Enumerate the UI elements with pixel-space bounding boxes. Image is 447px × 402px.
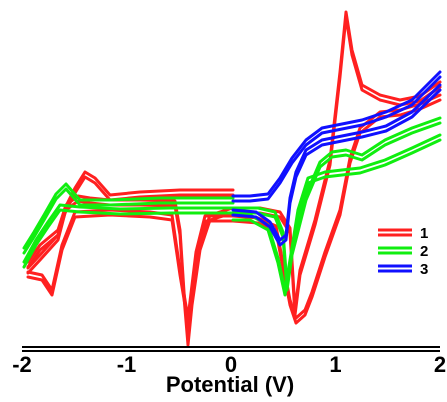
- x-tick-label: -1: [117, 352, 137, 377]
- legend-label-2: 2: [420, 243, 428, 260]
- series-3-line: [231, 70, 442, 198]
- series-1-line: [26, 213, 235, 325]
- series-1-line: [231, 15, 442, 317]
- series-2-line: [231, 138, 442, 297]
- series-3-line: [231, 83, 442, 242]
- plot-curves: [22, 10, 442, 347]
- legend-label-3: 3: [420, 261, 428, 278]
- series-2-line: [22, 187, 235, 255]
- x-axis: [22, 346, 440, 352]
- legend-label-1: 1: [420, 225, 428, 242]
- x-tick-label: 0: [225, 352, 237, 377]
- series-1-line: [26, 199, 235, 347]
- x-tick-label: 1: [329, 352, 341, 377]
- series-3-line: [231, 75, 442, 203]
- series-1-line: [26, 175, 235, 275]
- series-2-line: [231, 116, 442, 287]
- series-2-line: [22, 182, 235, 250]
- x-tick-labels: -2 -1 0 1 2: [12, 352, 446, 377]
- series-2-line: [22, 208, 235, 269]
- series-2-line: [231, 121, 442, 292]
- x-tick-label: -2: [12, 352, 32, 377]
- series-2-line: [22, 203, 235, 264]
- x-tick-label: 2: [434, 352, 446, 377]
- legend: 123: [378, 225, 428, 278]
- x-axis-title: Potential (V): [166, 372, 294, 397]
- series-3-line: [231, 88, 442, 247]
